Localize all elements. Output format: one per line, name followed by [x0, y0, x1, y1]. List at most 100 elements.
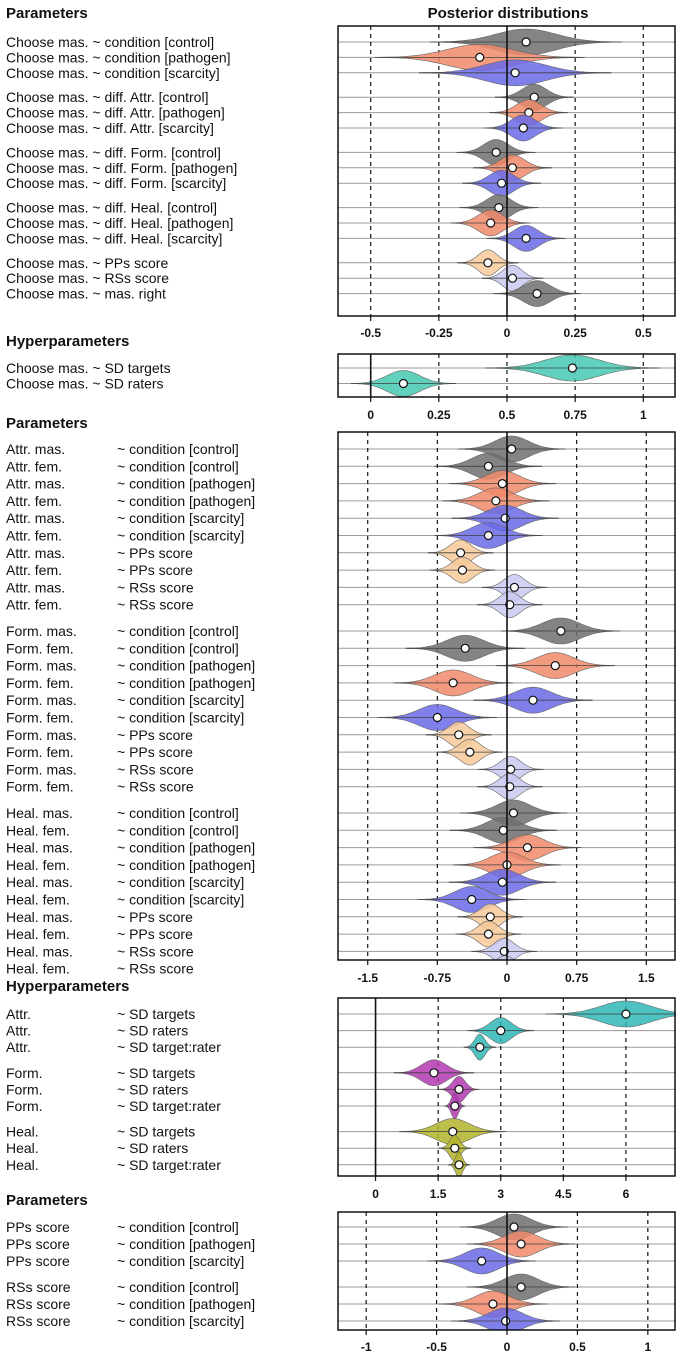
panel-4: Hyperparameters 0 1.5 3 4.5 6 Attr. ~ SD target…	[6, 978, 676, 1201]
row-label-predictor: ~ PPs score	[117, 562, 193, 578]
x-tick-label: 1	[640, 408, 647, 422]
row-label: Choose mas. ~ mas. right	[6, 286, 166, 302]
row-label-predictor: ~ SD target:rater	[117, 1039, 221, 1055]
row-label-subject: Heal. fem.	[6, 822, 70, 838]
row-label-predictor: ~ RSs score	[117, 761, 194, 777]
median-point	[506, 764, 516, 775]
row-label-predictor: ~ PPs score	[117, 727, 193, 743]
row-label-subject: Attr. fem.	[6, 458, 62, 474]
median-point	[522, 842, 533, 853]
row-label-predictor: ~ condition [control]	[117, 640, 239, 656]
row-label: Choose mas. ~ condition [control]	[6, 34, 214, 50]
row-label-predictor: ~ condition [control]	[117, 1279, 239, 1295]
median-point	[508, 808, 519, 818]
x-tick-label: 0.25	[427, 408, 451, 422]
section-title: Parameters	[6, 415, 88, 432]
row-label-subject: Form. fem.	[6, 744, 74, 760]
row-label-subject: Attr. mas.	[6, 545, 65, 561]
panel-1: Parameters -0.5 -0.25 0 0.25 0.5 Choose mas. ~…	[6, 5, 676, 340]
median-point	[485, 912, 495, 922]
row-label-subject: Attr. mas.	[6, 579, 65, 595]
row-label-subject: Form. mas.	[6, 692, 77, 708]
panel-3: Parameters -1.5 -0.75 0 0.75 1.5 Attr. mas. ~ c…	[6, 415, 676, 985]
row-label-subject: Form. fem.	[6, 779, 74, 795]
row-label-predictor: ~ SD targets	[117, 1006, 195, 1022]
section-title: Parameters	[6, 5, 88, 22]
row-label-subject: RSs score	[6, 1296, 71, 1312]
plot-area	[338, 432, 676, 960]
median-point	[448, 1126, 458, 1137]
x-tick-label: -1.5	[357, 971, 378, 985]
row-label: Choose mas. ~ diff. Attr. [control]	[6, 89, 208, 105]
x-tick-label: 0.5	[635, 326, 652, 340]
row-label-subject: Attr.	[6, 1023, 31, 1039]
row-label-subject: Attr.	[6, 1039, 31, 1055]
x-tick-label: 0	[367, 408, 374, 422]
row-label-predictor: ~ RSs score	[117, 579, 194, 595]
median-point	[518, 123, 528, 133]
median-point	[483, 461, 494, 471]
row-label-subject: Heal. fem.	[6, 892, 70, 908]
median-point	[429, 1068, 439, 1078]
x-tick-label: 0.5	[499, 408, 516, 422]
violin	[495, 955, 515, 960]
row-label-subject: Form. fem.	[6, 710, 74, 726]
plot-area	[338, 1212, 676, 1330]
row-label-predictor: ~ condition [pathogen]	[117, 675, 255, 691]
x-tick-label: 0.25	[563, 326, 587, 340]
row-label-predictor: ~ condition [control]	[117, 822, 239, 838]
section-title: Hyperparameters	[6, 333, 129, 350]
row-label: Choose mas. ~ diff. Form. [pathogen]	[6, 160, 237, 176]
median-point	[454, 1160, 464, 1170]
median-point	[398, 378, 409, 389]
figure-title: Posterior distributions	[428, 5, 589, 22]
x-tick-label: 0	[372, 1187, 379, 1201]
x-tick-label: -0.25	[425, 326, 453, 340]
row-label-subject: Form. mas.	[6, 727, 77, 743]
median-point	[432, 712, 442, 723]
median-point	[494, 203, 504, 213]
row-label-predictor: ~ condition [control]	[117, 458, 239, 474]
median-point	[467, 894, 477, 905]
median-point	[475, 52, 485, 63]
row-label-predictor: ~ SD raters	[117, 1140, 188, 1156]
row-label-subject: PPs score	[6, 1253, 70, 1269]
median-point	[621, 1009, 631, 1019]
median-point	[496, 1025, 506, 1036]
row-label-predictor: ~ condition [pathogen]	[117, 493, 255, 509]
x-tick-label: 6	[623, 1187, 630, 1201]
median-point	[516, 1239, 526, 1249]
x-tick-label: 0.5	[569, 1340, 586, 1354]
row-label-predictor: ~ SD target:rater	[117, 1098, 221, 1114]
row-label-subject: Heal. mas.	[6, 805, 73, 821]
row-label-predictor: ~ condition [scarcity]	[117, 874, 244, 890]
row-label-predictor: ~ condition [scarcity]	[117, 1253, 244, 1269]
median-point	[491, 496, 501, 506]
row-label-subject: PPs score	[6, 1236, 70, 1252]
row-label-predictor: ~ condition [control]	[117, 441, 239, 457]
row-label-subject: Form. fem.	[6, 675, 74, 691]
row-label-subject: Attr. mas.	[6, 441, 65, 457]
row-label-predictor: ~ condition [scarcity]	[117, 692, 244, 708]
median-point	[510, 68, 520, 78]
row-label: Choose mas. ~ diff. Heal. [pathogen]	[6, 215, 233, 231]
x-tick-label: 0	[504, 326, 511, 340]
row-label-subject: Form. mas.	[6, 623, 77, 639]
median-point	[556, 626, 566, 636]
row-label-predictor: ~ RSs score	[117, 597, 194, 613]
row-label-subject: Attr. fem.	[6, 562, 62, 578]
panel-2: Hyperparameters 0 0.25 0.5 0.75 1 Choose mas. …	[6, 333, 676, 422]
row-label-subject: Attr. fem.	[6, 597, 62, 613]
median-point	[500, 1316, 511, 1326]
median-point	[516, 1282, 526, 1292]
x-tick-label: 0	[504, 1340, 511, 1354]
x-tick-label: 1.5	[430, 1187, 447, 1201]
median-point	[483, 258, 493, 268]
median-point	[521, 37, 531, 47]
median-point	[496, 178, 507, 188]
row-label: Choose mas. ~ SD targets	[6, 360, 171, 376]
row-label-subject: PPs score	[6, 1219, 70, 1235]
row-label-subject: Heal. mas.	[6, 840, 73, 856]
x-tick-label: 0	[504, 971, 511, 985]
